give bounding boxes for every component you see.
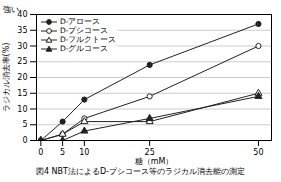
html-text:D-グルコース: D-グルコース [60, 44, 109, 53]
html-text:図4 NBT法によるD-プシコース等のラジカル消去能の測定: 図4 NBT法によるD-プシコース等のラジカル消去能の測定 [36, 167, 245, 176]
svg-text:30: 30 [17, 42, 27, 51]
html-text:D-アロース: D-アロース [60, 17, 101, 26]
html-text:D-フルクトース: D-フルクトース [60, 35, 117, 44]
svg-text:10: 10 [17, 105, 27, 114]
svg-text:糖（mM）: 糖（mM） [135, 157, 174, 166]
svg-text:25: 25 [144, 148, 155, 158]
svg-text:0: 0 [22, 136, 27, 145]
svg-text:強い: 強い [3, 5, 19, 14]
svg-text:ラジカル消去率(%): ラジカル消去率(%) [2, 43, 11, 113]
svg-text:50: 50 [253, 148, 263, 157]
svg-text:40: 40 [17, 10, 27, 19]
svg-text:20: 20 [17, 73, 27, 82]
svg-text:5: 5 [60, 148, 65, 157]
svg-text:0: 0 [38, 148, 43, 157]
svg-text:25: 25 [17, 57, 27, 66]
svg-text:5: 5 [22, 120, 27, 129]
svg-text:15: 15 [17, 89, 27, 98]
svg-text:10: 10 [79, 148, 89, 157]
svg-text:35: 35 [17, 26, 27, 35]
html-text:D-プシコース: D-プシコース [60, 26, 109, 35]
